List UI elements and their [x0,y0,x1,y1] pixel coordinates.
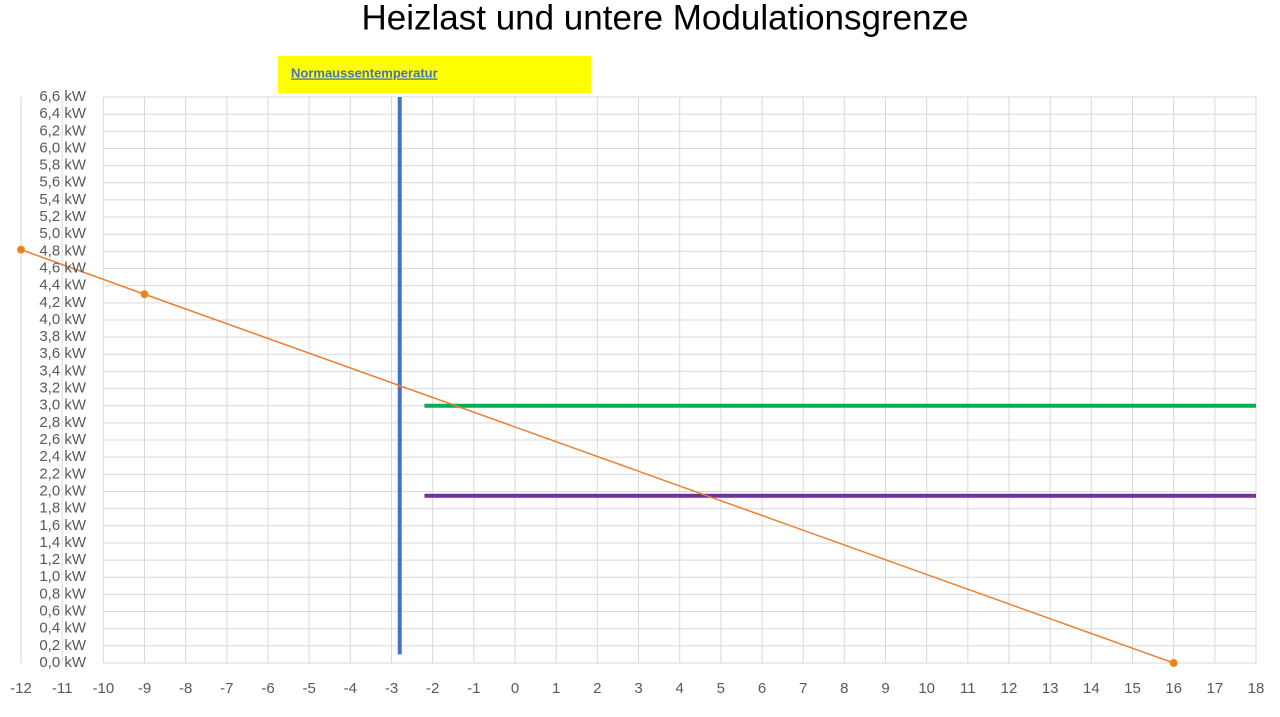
y-tick-label: 1,8 kW [39,500,87,517]
y-tick-label: 6,4 kW [39,105,87,122]
y-tick-label: 5,0 kW [39,225,87,242]
y-tick-label: 2,0 kW [39,482,87,499]
y-tick-label: 4,8 kW [39,242,87,259]
x-tick-label: -8 [179,680,192,697]
y-tick-label: 1,2 kW [39,551,87,568]
y-tick-label: 0,2 kW [39,637,87,654]
y-tick-label: 3,0 kW [39,397,87,414]
y-tick-label: 1,4 kW [39,534,87,551]
x-tick-label: 11 [960,680,976,697]
y-tick-label: 1,6 kW [39,517,87,534]
y-tick-label: 3,2 kW [39,380,87,397]
x-tick-label: 7 [799,680,807,697]
x-tick-label: -10 [92,680,114,697]
y-tick-label: 4,2 kW [39,294,87,311]
x-tick-label: -5 [302,680,315,697]
x-tick-label: -7 [220,680,233,697]
y-tick-label: 3,6 kW [39,345,87,362]
point [1169,659,1178,667]
x-tick-label: -11 [52,680,73,697]
y-tick-label: 4,6 kW [39,259,87,276]
x-tick-label: 8 [840,680,848,697]
y-tick-label: 0,8 kW [39,585,87,602]
x-tick-label: 9 [881,680,889,697]
x-tick-label: 18 [1248,680,1265,697]
x-tick-label: -3 [385,680,398,697]
y-tick-label: 6,0 kW [39,139,87,156]
y-tick-label: 1,0 kW [39,568,87,585]
x-tick-label: 16 [1165,680,1182,697]
y-tick-label: 3,4 kW [39,362,87,379]
x-tick-label: -2 [426,680,439,697]
y-tick-label: 5,2 kW [39,208,87,225]
x-tick-label: -1 [467,680,480,697]
y-tick-label: 6,2 kW [39,122,87,139]
y-tick-label: 0,4 kW [39,620,87,637]
y-tick-label: 2,6 kW [39,431,87,448]
x-tick-label: -12 [10,680,32,697]
x-tick-label: 2 [593,680,601,697]
y-tick-label: 2,2 kW [39,465,87,482]
y-tick-label: 5,4 kW [39,191,87,208]
x-tick-label: 13 [1042,680,1059,697]
x-tick-label: 0 [511,680,519,697]
y-tick-label: 4,0 kW [39,311,87,328]
x-tick-label: 10 [918,680,935,697]
x-tick-label: -9 [138,680,151,697]
chart-title: Heizlast und untere Modulationsgrenze [361,0,968,37]
y-tick-label: 4,4 kW [39,277,87,294]
y-tick-label: 5,6 kW [39,174,87,191]
point [140,290,149,299]
x-tick-label: -6 [261,680,274,697]
x-tick-label: 17 [1206,680,1223,697]
x-tick-label: 15 [1124,680,1141,697]
y-tick-label: 5,8 kW [39,157,87,174]
annotation: Normaussentemperatur [291,65,438,80]
x-tick-label: 6 [758,680,766,697]
x-tick-label: 14 [1083,680,1100,697]
y-tick-label: 3,8 kW [39,328,87,345]
annotation-box [278,56,591,93]
x-tick-label: -4 [344,680,357,697]
point [17,245,25,254]
x-tick-label: 1 [552,680,560,697]
y-tick-label: 0,0 kW [39,654,87,671]
x-tick-label: 3 [634,680,642,697]
x-tick-label: 12 [1001,680,1018,697]
y-tick-label: 6,6 kW [39,88,87,105]
x-tick-label: 5 [717,680,725,697]
x-tick-label: 4 [675,680,683,697]
y-tick-label: 2,8 kW [39,414,87,431]
y-tick-label: 2,4 kW [39,448,87,465]
y-tick-label: 0,6 kW [39,603,87,620]
